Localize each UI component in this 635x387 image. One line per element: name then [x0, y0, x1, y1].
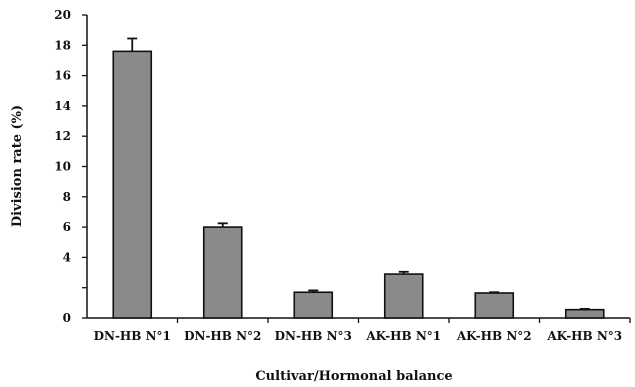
x-tick-label: DN-HB N°1	[94, 329, 171, 343]
y-tick-label: 16	[54, 69, 71, 83]
x-tick-label: AK-HB N°2	[456, 329, 532, 343]
bars	[112, 37, 605, 319]
x-tick-label: DN-HB N°3	[275, 329, 352, 343]
bar	[202, 226, 243, 319]
axes	[82, 14, 631, 323]
y-tick-label: 12	[54, 129, 71, 143]
y-tick-label: 10	[54, 160, 71, 174]
x-tick-label: DN-HB N°2	[184, 329, 261, 343]
y-axis-title: Division rate (%)	[10, 105, 25, 227]
y-tick-label: 14	[54, 99, 71, 113]
y-tick-label: 8	[63, 190, 71, 204]
y-tick-label: 0	[63, 311, 71, 325]
y-tick-label: 20	[54, 8, 71, 22]
y-tick-label: 6	[63, 220, 71, 234]
x-axis-title: Cultivar/Hormonal balance	[255, 369, 452, 384]
bar	[564, 308, 605, 319]
x-tick-label: AK-HB N°1	[365, 329, 441, 343]
bar	[112, 50, 153, 319]
bar	[383, 273, 424, 319]
y-tick-label: 18	[54, 38, 71, 52]
x-tick-label: AK-HB N°3	[546, 329, 622, 343]
bar	[293, 291, 334, 319]
y-tick-label: 4	[63, 250, 71, 264]
bar	[474, 292, 515, 319]
labels: 0 4 6 8 10 12 14 16 18 20 DN-HB N°1 DN-HB N°2 DN-HB …	[54, 8, 622, 343]
